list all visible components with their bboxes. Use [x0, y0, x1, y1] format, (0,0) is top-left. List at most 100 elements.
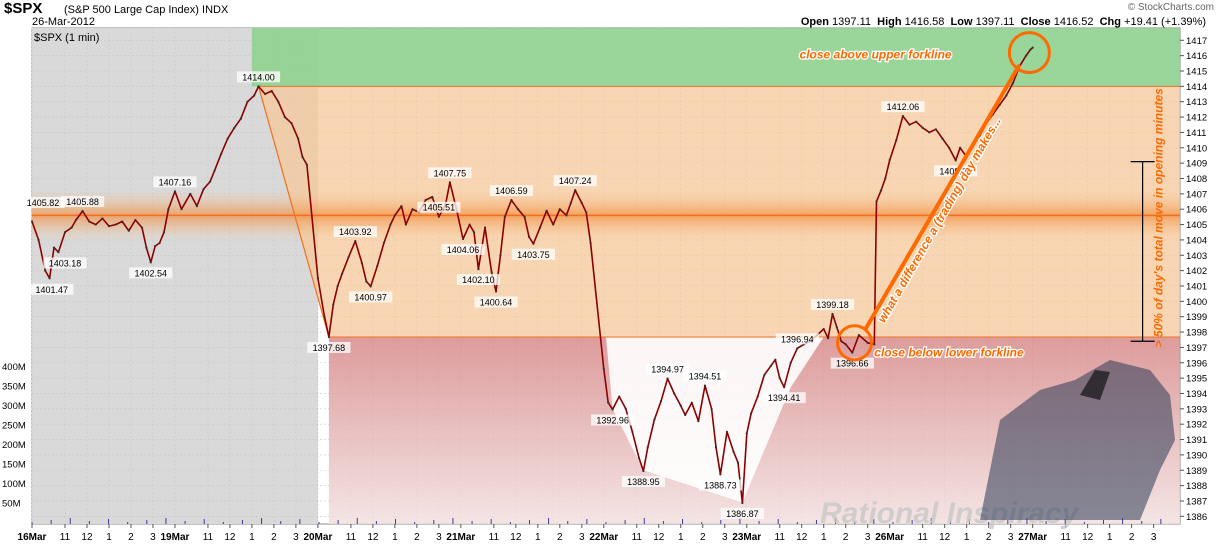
price-point: [253, 94, 256, 97]
price-point: [574, 189, 577, 192]
price-point: [532, 242, 535, 245]
open-label: Open: [800, 16, 829, 28]
price-point: [145, 246, 148, 249]
y-tick-label: 1388: [1186, 481, 1207, 492]
price-point: [63, 231, 67, 234]
y-tick-label: 1396: [1186, 358, 1207, 369]
price-point: [569, 201, 572, 205]
data-label-bg: [621, 476, 665, 488]
ohlc-stats: Open 1397.11 High 1416.58 Low 1397.11 Cl…: [801, 16, 1206, 28]
x-tick-label: 3: [293, 532, 299, 543]
price-point: [941, 137, 944, 140]
x-tick-label: 2: [557, 532, 563, 543]
y-tick-label: 1416: [1186, 51, 1207, 62]
x-tick-label: 3: [1008, 532, 1014, 543]
data-label-bg: [830, 357, 874, 369]
price-point: [180, 208, 183, 211]
price-point: [565, 214, 568, 217]
price-point: [523, 215, 526, 218]
price-point: [70, 226, 73, 229]
price-point: [468, 223, 471, 226]
x-tick-label: 20Mar: [303, 532, 332, 543]
x-tick-label: 11: [489, 532, 500, 543]
x-tick-label: 11: [1060, 532, 1071, 543]
x-tick-label: 2: [414, 532, 420, 543]
price-point: [48, 277, 51, 280]
x-tick-label: 1: [392, 532, 398, 543]
brand-label: © StockCharts.com: [1127, 2, 1214, 13]
data-label: 1403.75: [517, 250, 550, 260]
data-label: 1407.75: [434, 168, 467, 178]
x-tick-label: 21Mar: [446, 532, 475, 543]
price-point: [424, 198, 427, 202]
data-label-bg: [129, 267, 173, 279]
price-point: [37, 238, 40, 242]
price-point: [928, 131, 931, 134]
price-point: [552, 223, 555, 226]
data-label: 1388.95: [627, 477, 660, 487]
close-highlight-circle: [1007, 31, 1051, 75]
price-point: [914, 120, 918, 123]
price-point: [437, 215, 440, 218]
price-point: [690, 401, 693, 404]
y-tick-label: 1404: [1186, 235, 1207, 246]
price-point: [189, 192, 192, 195]
price-point: [750, 412, 753, 415]
x-tick-label: 2: [128, 532, 134, 543]
price-point: [624, 407, 627, 410]
price-point: [121, 220, 124, 223]
price-point: [360, 261, 363, 265]
price-point: [756, 395, 759, 398]
low-value: 1397.11: [975, 16, 1015, 28]
x-tick-label: 11: [203, 532, 214, 543]
price-point: [365, 280, 368, 283]
price-point: [270, 89, 273, 93]
price-point: [140, 226, 144, 229]
x-tick-label: 12: [510, 532, 522, 543]
y-tick-label: 1403: [1186, 251, 1207, 262]
price-point: [301, 155, 304, 159]
price-point: [1031, 46, 1034, 49]
price-point: [710, 407, 713, 410]
data-label: 1396.94: [781, 334, 814, 344]
price-point: [741, 501, 744, 505]
y-tick-label: 1409: [1186, 159, 1207, 170]
price-point: [637, 456, 641, 460]
y-tick-label: 1410: [1186, 143, 1207, 154]
y-tick-label: 1401: [1186, 281, 1207, 292]
open-highlight-circle: [836, 324, 874, 362]
price-point: [866, 341, 869, 344]
vertical-span-label: > 50% of day's total move in opening min…: [1151, 88, 1165, 348]
ticker-symbol: $SPX: [4, 0, 43, 17]
data-label: 1403.18: [49, 259, 82, 269]
price-point: [332, 303, 335, 306]
x-tick-label: 3: [1151, 532, 1157, 543]
y-tick-label: 1393: [1186, 404, 1207, 415]
price-point: [585, 211, 588, 214]
volume-tick-label: 100M: [2, 479, 26, 490]
price-point: [57, 251, 60, 254]
data-label-bg: [590, 414, 635, 426]
price-point: [213, 169, 216, 172]
diagonal-arrow: [863, 63, 1022, 330]
price-point: [283, 115, 287, 119]
y-tick-label: 1399: [1186, 312, 1207, 323]
price-point: [998, 103, 1001, 106]
price-point: [884, 177, 887, 180]
data-label-bg: [810, 298, 855, 310]
price-point: [789, 361, 792, 364]
x-tick-label: 1: [678, 532, 684, 543]
price-point: [246, 100, 249, 103]
price-point: [264, 92, 267, 96]
data-label-bg: [60, 196, 105, 208]
data-label: 1404.06: [447, 245, 480, 255]
price-point: [831, 312, 834, 316]
price-point: [510, 199, 513, 202]
price-point: [323, 315, 326, 318]
price-point: [483, 226, 487, 229]
price-point: [558, 208, 561, 211]
x-tick-label: 12: [81, 532, 93, 543]
price-point: [888, 158, 891, 162]
